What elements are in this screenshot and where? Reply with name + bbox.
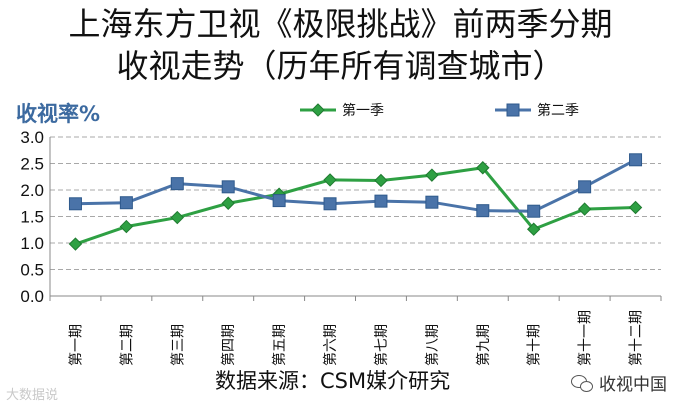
series-1-point — [374, 173, 388, 188]
series-line-1 — [74, 166, 636, 246]
y-tick-label: 1.0 — [20, 234, 44, 253]
series-2-point — [68, 197, 82, 211]
series-2-point — [425, 195, 439, 209]
series-1-point — [170, 210, 184, 225]
chart-title-line1: 上海东方卫视《极限挑战》前两季分期 — [68, 5, 613, 43]
series-line-2 — [75, 158, 637, 213]
series-2-point — [170, 177, 184, 191]
series-1-point — [628, 200, 643, 215]
x-tick-label: 第十期 — [526, 324, 543, 366]
series-1-point — [577, 202, 592, 216]
y-tick-label: 0.0 — [20, 287, 44, 306]
series-2-point — [578, 180, 592, 194]
series-2-point — [374, 194, 388, 208]
chart-title-line2: 收视走势（历年所有调查城市） — [116, 47, 565, 85]
y-tick-label: 0.5 — [20, 261, 44, 280]
data-source-note: 数据来源：CSM媒介研究 — [215, 369, 451, 393]
series-1-point — [323, 173, 337, 187]
legend-marker-2 — [506, 103, 520, 117]
x-tick-label: 第九期 — [475, 324, 492, 366]
legend-label-1: 第一季 — [342, 102, 384, 119]
x-tick-label: 第五期 — [271, 324, 288, 366]
series-2-point — [629, 153, 643, 167]
y-tick-label: 2.0 — [20, 181, 44, 200]
series-1-point — [68, 237, 83, 251]
x-tick-label: 第二期 — [118, 324, 135, 366]
legend-marker-1 — [311, 103, 325, 117]
wechat-icon — [571, 374, 593, 392]
series-1-point — [221, 196, 235, 210]
series-1-point — [476, 161, 490, 175]
watermark-right: 收视中国 — [571, 370, 667, 395]
series-1-point — [527, 222, 541, 236]
x-tick-label: 第七期 — [373, 324, 390, 366]
watermark-right-label: 收视中国 — [599, 375, 667, 395]
x-tick-label: 第三期 — [169, 324, 186, 366]
x-tick-label: 第一期 — [67, 324, 84, 366]
series-2-point — [221, 180, 235, 194]
y-axis-label: 收视率% — [16, 102, 100, 126]
watermark-left: 大数据说 — [6, 388, 59, 403]
x-tick-label: 第六期 — [322, 324, 339, 366]
series-1-point — [119, 219, 134, 234]
x-tick-label: 第十二期 — [628, 310, 645, 366]
y-tick-label: 2.5 — [20, 155, 44, 174]
legend-label-2: 第二季 — [537, 102, 579, 119]
y-tick-label: 1.5 — [20, 208, 44, 227]
series-1-point — [425, 168, 439, 182]
series-2-point — [476, 204, 490, 218]
x-tick-label: 第四期 — [220, 324, 237, 366]
x-tick-label: 第八期 — [424, 324, 441, 366]
series-2-point — [119, 196, 133, 210]
series-2-point — [323, 197, 337, 211]
series-2-point — [527, 204, 541, 218]
series-2-point — [272, 194, 286, 208]
y-tick-label: 3.0 — [20, 128, 44, 147]
x-tick-label: 第十一期 — [577, 310, 594, 366]
